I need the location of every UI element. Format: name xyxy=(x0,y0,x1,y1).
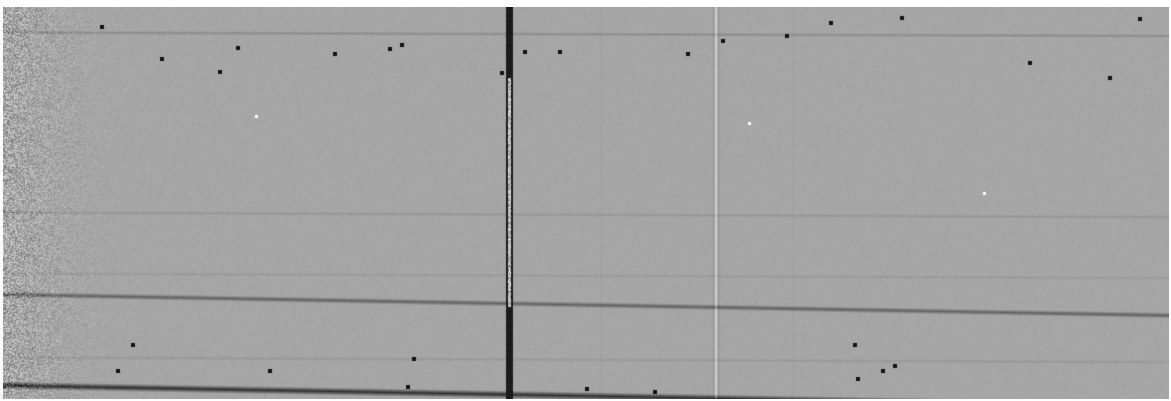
spectrum-image xyxy=(3,7,1169,399)
